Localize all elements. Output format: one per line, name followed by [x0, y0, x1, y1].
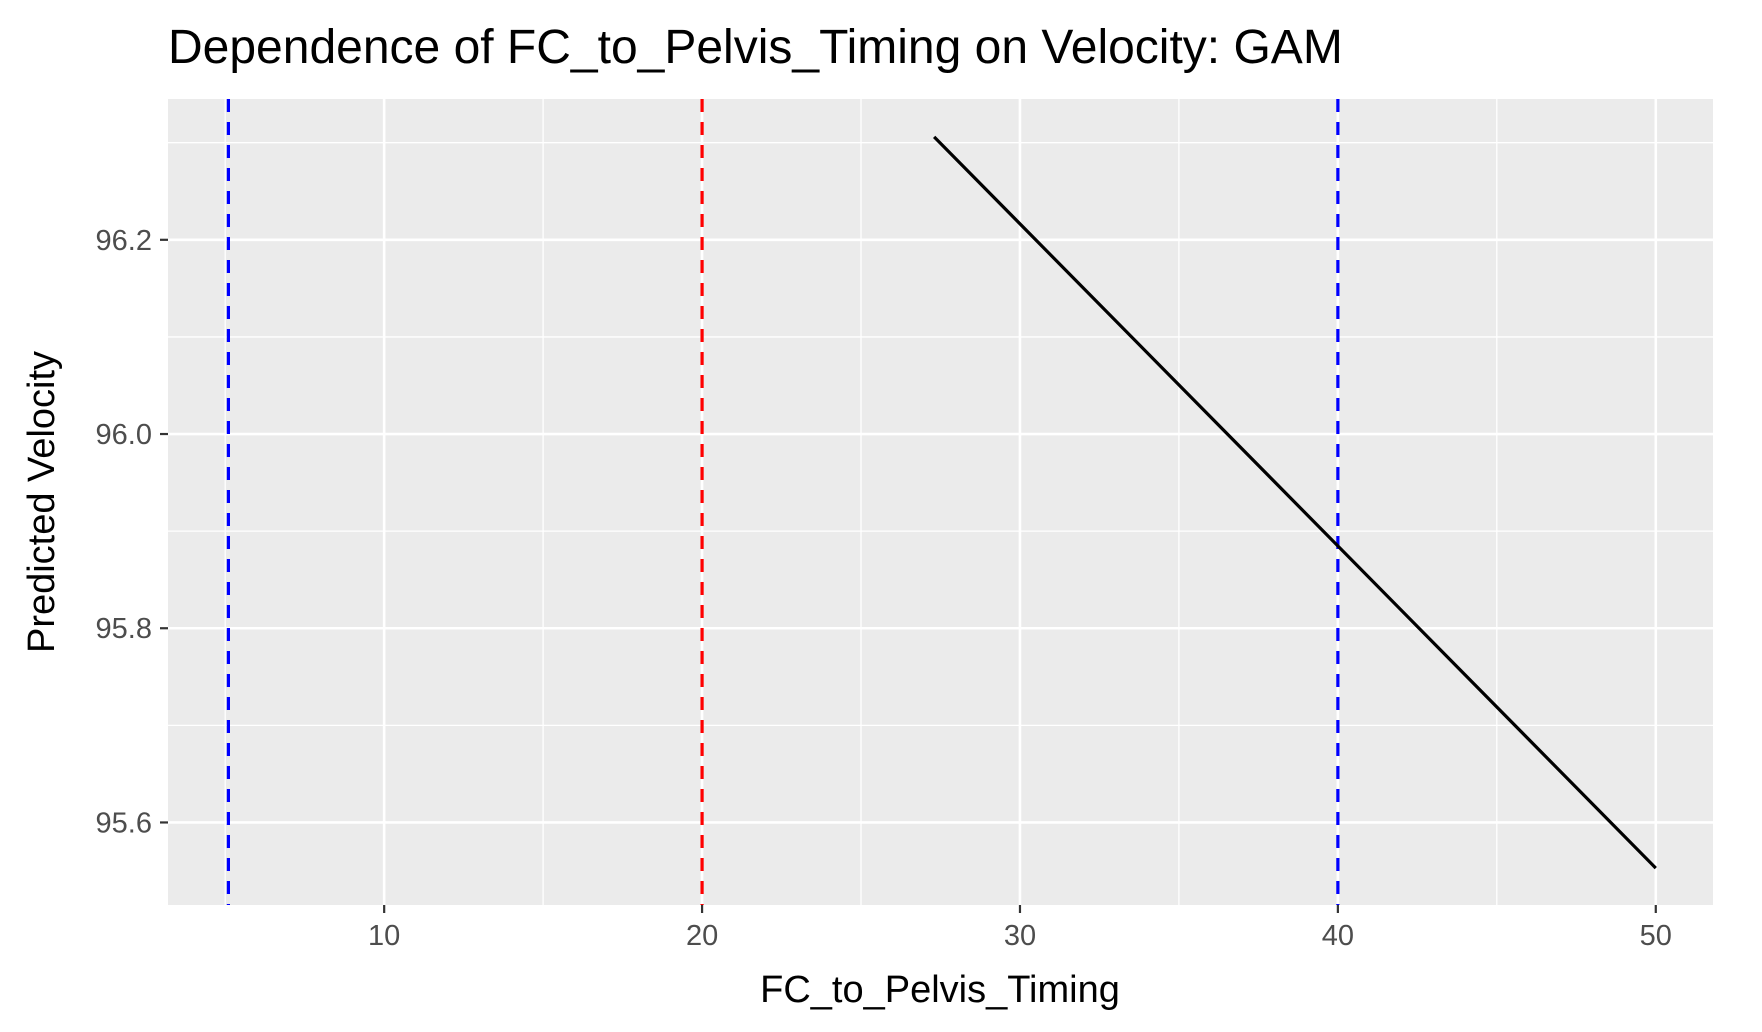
- y-axis-ticks: 95.6 95.8 96.0 96.2: [96, 225, 168, 839]
- series-layer: [933, 135, 1657, 870]
- x-axis-ticks: 10 20 30 40 50: [368, 905, 1672, 952]
- y-tick-label: 95.6: [96, 807, 152, 839]
- x-tick-label: 20: [686, 920, 718, 952]
- reference-lines: [226, 99, 1340, 905]
- y-tick-label: 96.0: [96, 419, 152, 451]
- x-tick-label: 30: [1004, 920, 1036, 952]
- x-axis-title: FC_to_Pelvis_Timing: [760, 969, 1120, 1011]
- plot-panel: [168, 99, 1713, 905]
- x-tick-label: 40: [1322, 920, 1354, 952]
- x-tick-label: 50: [1640, 920, 1672, 952]
- y-tick-label: 95.8: [96, 613, 152, 645]
- series-line-1: [933, 135, 1657, 870]
- chart-title: Dependence of FC_to_Pelvis_Timing on Vel…: [168, 21, 1343, 74]
- x-tick-label: 10: [368, 920, 400, 952]
- y-tick-label: 96.2: [96, 225, 152, 257]
- y-axis-title: Predicted Velocity: [21, 351, 63, 653]
